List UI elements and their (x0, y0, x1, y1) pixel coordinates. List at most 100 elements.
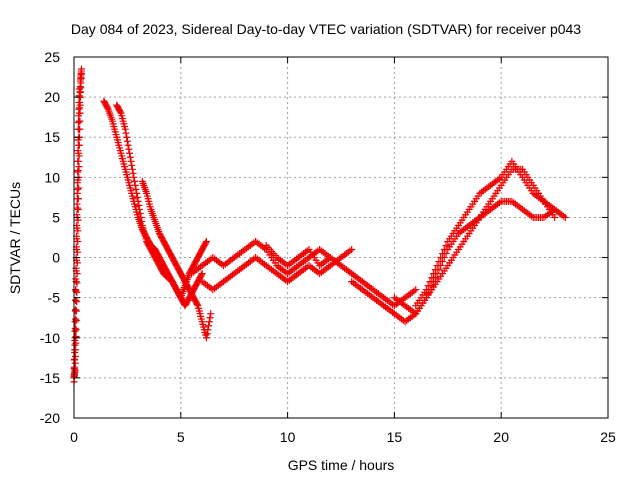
data-point-interp (72, 286, 80, 294)
data-point-interp (75, 98, 83, 106)
data-point-interp (116, 108, 124, 116)
data-point-interp (123, 133, 131, 141)
x-tick-label: 0 (70, 429, 78, 445)
data-point (433, 262, 441, 270)
data-point-interp (437, 254, 445, 262)
data-point-interp (75, 92, 83, 100)
data-point-interp (71, 307, 79, 315)
x-tick-label: 5 (177, 429, 185, 445)
y-tick-label: -15 (40, 370, 60, 386)
data-point-interp (136, 209, 144, 217)
data-point (561, 213, 569, 221)
data-point-interp (435, 258, 443, 266)
data-point-interp (123, 137, 131, 145)
data-point-interp (74, 157, 82, 165)
data-point-interp (128, 161, 136, 169)
plot-frame (73, 56, 609, 419)
chart-title: Day 084 of 2023, Sidereal Day-to-day VTE… (71, 21, 581, 37)
data-point-interp (71, 359, 79, 367)
data-point-interp (197, 271, 205, 279)
data-point-interp (73, 200, 81, 208)
data-point-interp (74, 227, 82, 235)
data-point-interp (75, 163, 83, 171)
data-point-interp (430, 270, 438, 278)
data-point-interp (205, 318, 213, 326)
x-tick-label: 20 (493, 429, 509, 445)
x-tick-label: 10 (280, 429, 296, 445)
grid-lines (74, 57, 608, 418)
data-point-interp (73, 279, 81, 287)
x-tick-label: 15 (387, 429, 403, 445)
data-point (202, 334, 210, 342)
data-point-interp (138, 217, 146, 225)
data-point-interp (135, 201, 143, 209)
data-point-interp (128, 165, 136, 173)
data-point-interp (137, 213, 145, 221)
data-point-interp (438, 250, 446, 258)
data-point (198, 270, 206, 278)
y-tick-label: -10 (40, 330, 60, 346)
y-tick-label: 0 (52, 250, 60, 266)
data-point-interp (206, 314, 214, 322)
x-tick-label: 25 (600, 429, 616, 445)
y-tick-label: 25 (44, 49, 60, 65)
data-point (130, 173, 138, 181)
data-point (73, 270, 81, 278)
data-point-interp (133, 193, 141, 201)
data-point-interp (125, 145, 133, 153)
data-point-interp (74, 248, 82, 256)
data-point-interp (72, 275, 80, 283)
data-point-interp (131, 181, 139, 189)
data-point-interp (74, 195, 82, 203)
data-point-interp (204, 326, 212, 334)
data-point (134, 197, 142, 205)
data-point-interp (122, 129, 130, 137)
data-point-interp (136, 205, 144, 213)
data-point-interp (442, 242, 450, 250)
data-point-interp (74, 168, 82, 176)
data-point-interp (74, 238, 82, 246)
data-point-interp (205, 322, 213, 330)
y-tick-label: 10 (44, 169, 60, 185)
data-point-interp (193, 300, 201, 308)
data-point-interp (424, 282, 432, 290)
y-tick-label: 5 (52, 209, 60, 225)
data-point-interp (124, 141, 132, 149)
data-point-interp (76, 117, 84, 125)
data-point-interp (75, 105, 83, 113)
data-point-interp (431, 266, 439, 274)
data-point (71, 318, 79, 326)
data-point-interp (129, 169, 137, 177)
data-point-interp (75, 184, 83, 192)
data-point (75, 85, 83, 93)
data-point-interp (440, 246, 448, 254)
data-point-interp (73, 259, 81, 267)
data-point-interp (127, 157, 135, 165)
data-point-interp (74, 119, 82, 127)
data-point-interp (133, 189, 141, 197)
data-point (121, 125, 129, 133)
data-point (422, 286, 430, 294)
data-point-interp (73, 179, 81, 187)
data-point-interp (202, 239, 210, 247)
data-point (207, 310, 215, 318)
x-axis-label: GPS time / hours (288, 457, 395, 473)
data-point-interp (75, 112, 83, 120)
y-tick-label: -20 (40, 410, 60, 426)
data-point (412, 286, 420, 294)
data-point-interp (203, 330, 211, 338)
data-point-interp (74, 147, 82, 155)
data-point-interp (71, 327, 79, 335)
data-point-interp (132, 185, 140, 193)
data-point (73, 189, 81, 197)
data-point-interp (75, 152, 83, 160)
data-point-interp (131, 177, 139, 185)
data-point (348, 246, 356, 254)
y-axis-label: SDTVAR / TECUs (7, 182, 23, 294)
data-point (74, 125, 82, 133)
data-point (75, 141, 83, 149)
y-tick-label: 20 (44, 89, 60, 105)
data-point-interp (424, 290, 432, 298)
data-point-interp (428, 274, 436, 282)
